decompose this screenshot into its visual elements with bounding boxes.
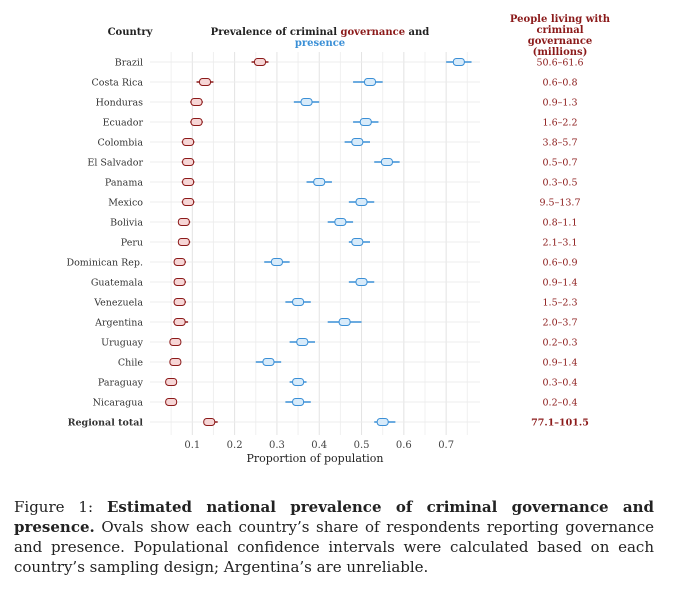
governance-point [165, 398, 178, 406]
country-label: Chile [118, 358, 143, 369]
governance-point [182, 138, 195, 146]
presence-point [351, 138, 364, 146]
x-tick-label: 0.3 [269, 440, 285, 451]
presence-point [262, 358, 275, 366]
presence-point [338, 318, 351, 326]
caption-title: Estimated national prevalence of crimina… [14, 498, 654, 536]
governance-point [199, 78, 211, 86]
presence-point [292, 378, 305, 386]
people-living-value: 2.0–3.7 [543, 318, 578, 329]
country-label: Ecuador [103, 118, 144, 129]
x-tick-label: 0.7 [438, 440, 454, 451]
people-living-value: 0.9–1.4 [543, 278, 578, 289]
country-label: Argentina [94, 318, 143, 329]
governance-point [165, 378, 178, 386]
presence-point [359, 118, 372, 126]
people-living-value: 1.5–2.3 [543, 298, 578, 309]
figure-caption: Figure 1: Estimated national prevalence … [14, 497, 654, 577]
people-living-value: 0.3–0.4 [543, 378, 578, 389]
people-living-value: 0.6–0.8 [543, 78, 578, 89]
country-column-header: Country [107, 27, 153, 38]
people-living-value: 0.3–0.5 [543, 178, 578, 189]
country-label: Paraguay [98, 378, 144, 389]
governance-point [254, 58, 266, 66]
people-living-value: 0.5–0.7 [543, 158, 578, 169]
x-axis-label: Proportion of population [246, 452, 383, 465]
governance-point [173, 298, 186, 306]
prevalence-column-header: Prevalence of criminal governance and pr… [200, 27, 440, 49]
presence-point [380, 158, 393, 166]
presence-point [376, 418, 389, 426]
people-living-value: 3.8–5.7 [543, 138, 578, 149]
country-label: Mexico [108, 198, 143, 209]
governance-point [173, 258, 186, 266]
x-tick-label: 0.5 [354, 440, 370, 451]
country-label: Panama [105, 178, 143, 189]
caption-label: Figure 1: [14, 498, 94, 516]
governance-point [177, 238, 190, 246]
governance-point [190, 98, 203, 106]
presence-point [351, 238, 364, 246]
governance-point [182, 178, 195, 186]
caption-body: Ovals show each country’s share of respo… [14, 518, 654, 576]
governance-point [190, 118, 203, 126]
country-label: Dominican Rep. [66, 258, 143, 269]
x-tick-label: 0.1 [184, 440, 200, 451]
country-label: El Salvador [87, 158, 143, 169]
people-living-value: 0.2–0.4 [543, 398, 578, 409]
people-living-value: 0.2–0.3 [543, 338, 578, 349]
country-label: Regional total [68, 418, 144, 429]
governance-point [182, 158, 195, 166]
presence-point [313, 178, 326, 186]
governance-point [203, 418, 216, 426]
presence-point [270, 258, 283, 266]
governance-point [169, 338, 182, 346]
x-tick-label: 0.6 [396, 440, 412, 451]
country-label: Costa Rica [91, 78, 143, 89]
people-living-column-header: People living with criminal governance (… [509, 14, 611, 58]
presence-point [355, 198, 368, 206]
people-living-value: 0.9–1.4 [543, 358, 578, 369]
governance-point [169, 358, 182, 366]
presence-point [296, 338, 309, 346]
presence-point [292, 298, 305, 306]
country-label: Uruguay [101, 338, 144, 349]
prevalence-prefix: Prevalence of criminal [210, 27, 341, 38]
people-living-value: 9.5–13.7 [539, 198, 580, 209]
governance-point [173, 278, 186, 286]
country-label: Honduras [96, 98, 144, 109]
presence-point [300, 98, 313, 106]
people-living-value: 1.6–2.2 [543, 118, 578, 129]
presence-point [364, 78, 376, 86]
presence-point [355, 278, 368, 286]
people-living-value: 2.1–3.1 [543, 238, 578, 249]
country-label: Brazil [115, 58, 143, 69]
presence-point [452, 58, 465, 66]
prevalence-dot-chart: 0.1 0.2 0.3 0.4 0.5 0.6 0.7 Proportion of popul… [66, 52, 589, 465]
country-label: Venezuela [93, 298, 143, 309]
governance-point [173, 318, 186, 326]
and-word: and [405, 27, 430, 38]
country-label: Bolivia [110, 218, 143, 229]
governance-word: governance [340, 27, 406, 38]
x-tick-label: 0.4 [311, 440, 327, 451]
governance-point [182, 198, 195, 206]
people-living-value: 50.6–61.6 [536, 58, 583, 69]
people-living-value: 0.8–1.1 [543, 218, 578, 229]
people-living-value: 0.9–1.3 [543, 98, 578, 109]
country-label: Colombia [97, 138, 143, 149]
presence-word: presence [294, 38, 346, 49]
people-living-value: 77.1–101.5 [531, 418, 589, 429]
country-label: Nicaragua [93, 398, 144, 409]
country-label: Peru [121, 238, 143, 249]
x-tick-label: 0.2 [227, 440, 243, 451]
presence-point [292, 398, 305, 406]
governance-point [177, 218, 190, 226]
presence-point [334, 218, 347, 226]
country-label: Guatemala [91, 278, 144, 289]
people-living-value: 0.6–0.9 [543, 258, 578, 269]
